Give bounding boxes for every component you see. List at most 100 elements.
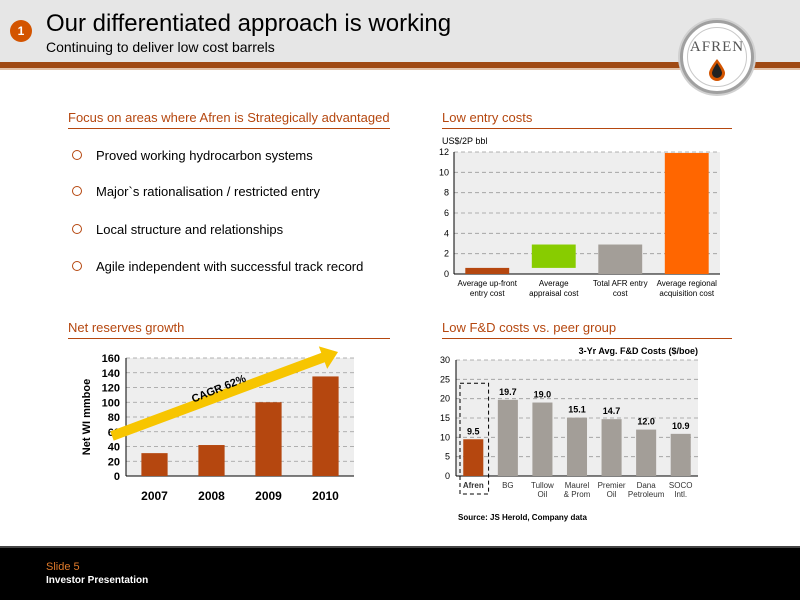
entry-costs-rule — [442, 128, 732, 129]
x-tick-label: Total AFR entry cost — [593, 279, 648, 298]
entry-costs-title: Low entry costs — [442, 110, 533, 125]
slide-number: Slide 5 — [46, 561, 80, 573]
header-divider-light — [0, 68, 800, 70]
bar — [312, 376, 339, 476]
data-label: 12.0 — [637, 417, 655, 427]
y-tick-label: 120 — [102, 383, 120, 395]
y-tick-label: 2 — [444, 249, 449, 259]
data-label: 14.7 — [603, 406, 621, 416]
bar — [141, 453, 168, 476]
bar — [255, 402, 282, 476]
header-divider — [0, 62, 800, 68]
bar — [636, 429, 657, 476]
y-tick-label: 160 — [102, 353, 120, 365]
x-tick-label: 2007 — [141, 489, 168, 503]
y-tick-label: 5 — [445, 452, 450, 462]
y-tick-label: 140 — [102, 368, 120, 380]
y-tick-label: 25 — [440, 374, 450, 384]
y-tick-label: 8 — [444, 188, 449, 198]
focus-section-rule — [68, 128, 390, 129]
x-tick-label: Premier Oil — [598, 481, 626, 499]
x-tick-label: BG — [502, 481, 514, 490]
x-tick-label: Afren — [463, 481, 484, 490]
y-tick-label: 0 — [445, 471, 450, 481]
data-label: 15.1 — [568, 405, 586, 415]
bullet-text: Proved working hydrocarbon systems — [96, 147, 313, 163]
bullet-text: Major`s rationalisation / restricted ent… — [96, 183, 320, 199]
x-tick-label: 2009 — [255, 489, 282, 503]
y-tick-label: 12 — [439, 147, 449, 157]
series-title: 3-Yr Avg. F&D Costs ($/boe) — [579, 346, 698, 356]
reserves-growth-rule — [68, 338, 390, 339]
y-tick-label: 0 — [444, 269, 449, 279]
circle-bullet-icon — [72, 150, 82, 160]
focus-section-title: Focus on areas where Afren is Strategica… — [68, 110, 390, 125]
bar — [598, 244, 643, 274]
data-label: 19.7 — [499, 387, 517, 397]
bar — [465, 267, 510, 274]
highlight-box — [459, 382, 490, 495]
footer-bar — [0, 548, 800, 600]
logo-text: AFREN — [689, 39, 745, 55]
bar — [531, 244, 576, 268]
x-tick-label: 2008 — [198, 489, 225, 503]
bar — [532, 402, 553, 476]
bar — [497, 399, 518, 476]
x-tick-label: SOCO Intl. — [669, 481, 693, 499]
y-tick-label: 15 — [440, 413, 450, 423]
growth-arrow-icon — [110, 346, 339, 441]
x-tick-label: Maurel & Prom — [564, 481, 591, 499]
list-item: Agile independent with successful track … — [72, 256, 402, 276]
source-note: Source: JS Herold, Company data — [458, 513, 587, 522]
y-tick-label: 10 — [439, 167, 449, 177]
presentation-name: Investor Presentation — [46, 575, 149, 586]
data-label: 9.5 — [467, 426, 480, 436]
y-tick-label: 100 — [102, 397, 120, 409]
y-axis-label: US$/2P bbl — [442, 136, 487, 146]
logo-inner-ring — [687, 27, 747, 87]
y-tick-label: 4 — [444, 228, 449, 238]
list-item: Local structure and relationships — [72, 219, 402, 239]
y-tick-label: 0 — [114, 471, 120, 483]
page-subtitle: Continuing to deliver low cost barrels — [46, 39, 275, 55]
circle-bullet-icon — [72, 186, 82, 196]
y-tick-label: 10 — [440, 432, 450, 442]
circle-bullet-icon — [72, 261, 82, 271]
fd-costs-chart: 0 5 10 15 20 25 30 3-Yr Avg. F&D Costs ($/boe) 9… — [440, 346, 698, 522]
y-tick-label: 20 — [108, 456, 120, 468]
x-tick-label: 2010 — [312, 489, 339, 503]
fd-costs-title: Low F&D costs vs. peer group — [442, 320, 617, 335]
bar — [566, 417, 588, 476]
list-item: Proved working hydrocarbon systems — [72, 145, 402, 165]
y-tick-label: 40 — [108, 442, 120, 454]
fd-costs-rule — [442, 338, 732, 339]
bullet-text: Local structure and relationships — [96, 221, 284, 237]
data-label: 10.9 — [672, 421, 690, 431]
bar — [670, 433, 691, 476]
reserves-growth-chart: 020406080100120140160Net WI mmboe2007200… — [81, 346, 354, 503]
x-tick-label: Average up-front entry cost — [458, 279, 518, 298]
x-tick-label: Dana Petroleum — [628, 481, 665, 499]
y-tick-label: 30 — [440, 355, 450, 365]
reserves-growth-title: Net reserves growth — [68, 320, 185, 335]
x-tick-label: Tullow Oil — [531, 481, 554, 499]
section-number-badge: 1 — [10, 20, 32, 42]
oil-drop-icon — [709, 59, 725, 81]
afren-logo: AFREN — [680, 20, 754, 94]
header-bar — [0, 0, 800, 62]
list-item: Major`s rationalisation / restricted ent… — [72, 181, 402, 201]
bar — [198, 445, 225, 476]
y-tick-label: 20 — [440, 394, 450, 404]
bullet-text: Agile independent with successful track … — [96, 258, 364, 274]
bar — [601, 419, 622, 476]
y-axis-label: Net WI mmboe — [81, 379, 93, 455]
x-tick-label: Average regional acquisition cost — [657, 279, 718, 298]
data-label: 19.0 — [534, 390, 552, 400]
bar — [664, 153, 709, 274]
circle-bullet-icon — [72, 224, 82, 234]
y-tick-label: 6 — [444, 208, 449, 218]
page-title: Our differentiated approach is working — [46, 10, 452, 37]
bar — [463, 439, 484, 476]
y-tick-label: 80 — [108, 412, 120, 424]
